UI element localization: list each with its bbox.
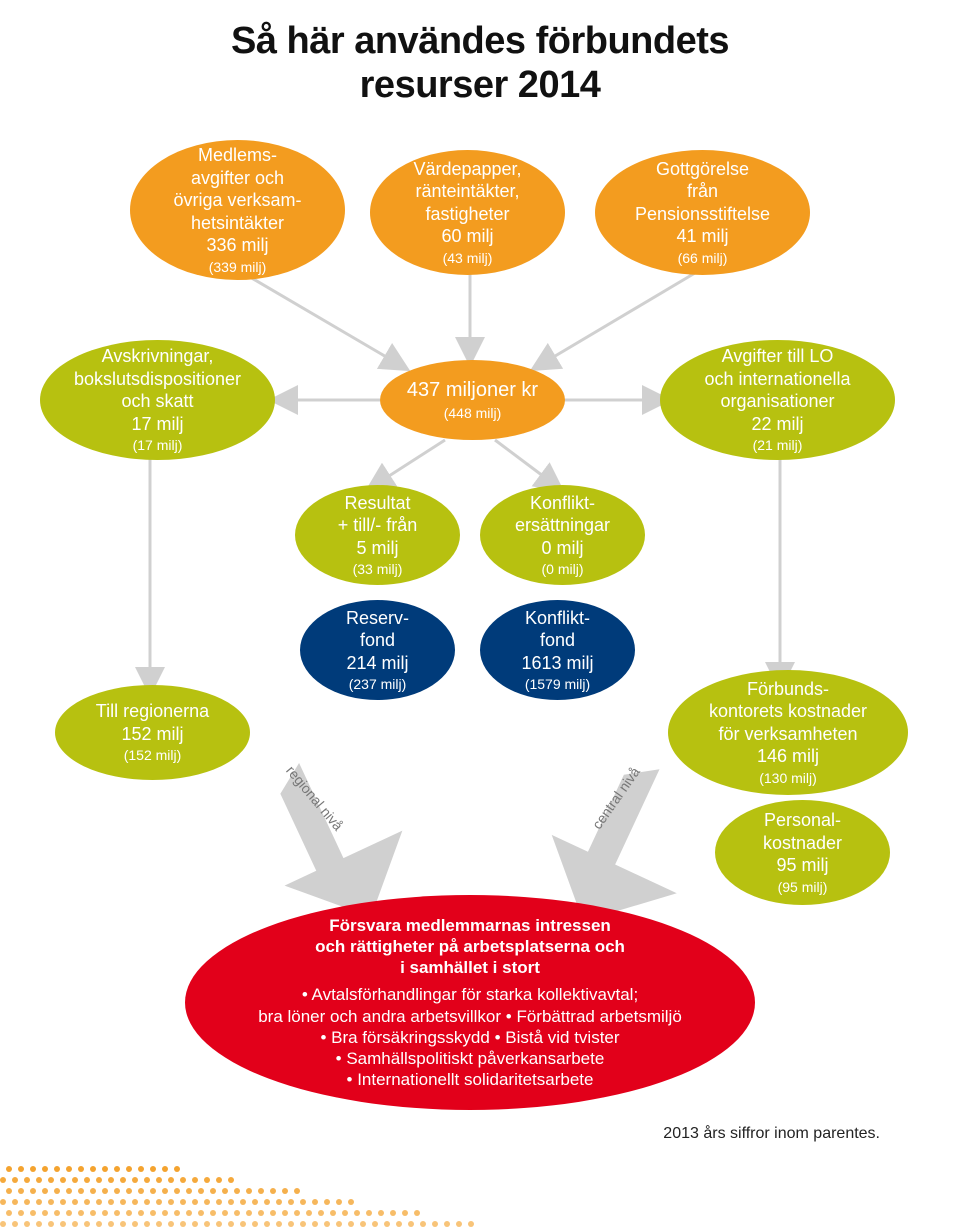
- node-medlemsavgifter: Medlems- avgifter och övriga verksam- he…: [130, 140, 345, 280]
- label-central: central nivå: [589, 764, 643, 832]
- node-till-regionerna: Till regionerna 152 milj (152 milj): [55, 685, 250, 780]
- node-resultat: Resultat + till/- från 5 milj (33 milj): [295, 485, 460, 585]
- node-personalkostnader: Personal- kostnader 95 milj (95 milj): [715, 800, 890, 905]
- node-reservfond: Reserv- fond 214 milj (237 milj): [300, 600, 455, 700]
- node-vardepapper: Värdepapper, ränteintäkter, fastigheter …: [370, 150, 565, 275]
- node-konfliktersattningar: Konflikt- ersättningar 0 milj (0 milj): [480, 485, 645, 585]
- node-avgifter-lo: Avgifter till LO och internationella org…: [660, 340, 895, 460]
- node-avskrivningar: Avskrivningar, bokslutsdispositioner och…: [40, 340, 275, 460]
- node-big-red: Försvara medlemmarnas intressen och rätt…: [185, 895, 755, 1110]
- node-konfliktfond: Konflikt- fond 1613 milj (1579 milj): [480, 600, 635, 700]
- title-line2: resurser 2014: [0, 64, 960, 108]
- node-forbundskontor: Förbunds- kontorets kostnader för verksa…: [668, 670, 908, 795]
- node-gottgorelse: Gottgörelse från Pensionsstiftelse 41 mi…: [595, 150, 810, 275]
- label-regional: regional nivå: [283, 762, 346, 833]
- page-title: Så här användes förbundets resurser 2014: [0, 20, 960, 107]
- decorative-dots: [0, 1161, 500, 1231]
- footnote: 2013 års siffror inom parentes.: [663, 1125, 880, 1143]
- title-line1: Så här användes förbundets: [0, 20, 960, 64]
- node-total: 437 miljoner kr (448 milj): [380, 360, 565, 440]
